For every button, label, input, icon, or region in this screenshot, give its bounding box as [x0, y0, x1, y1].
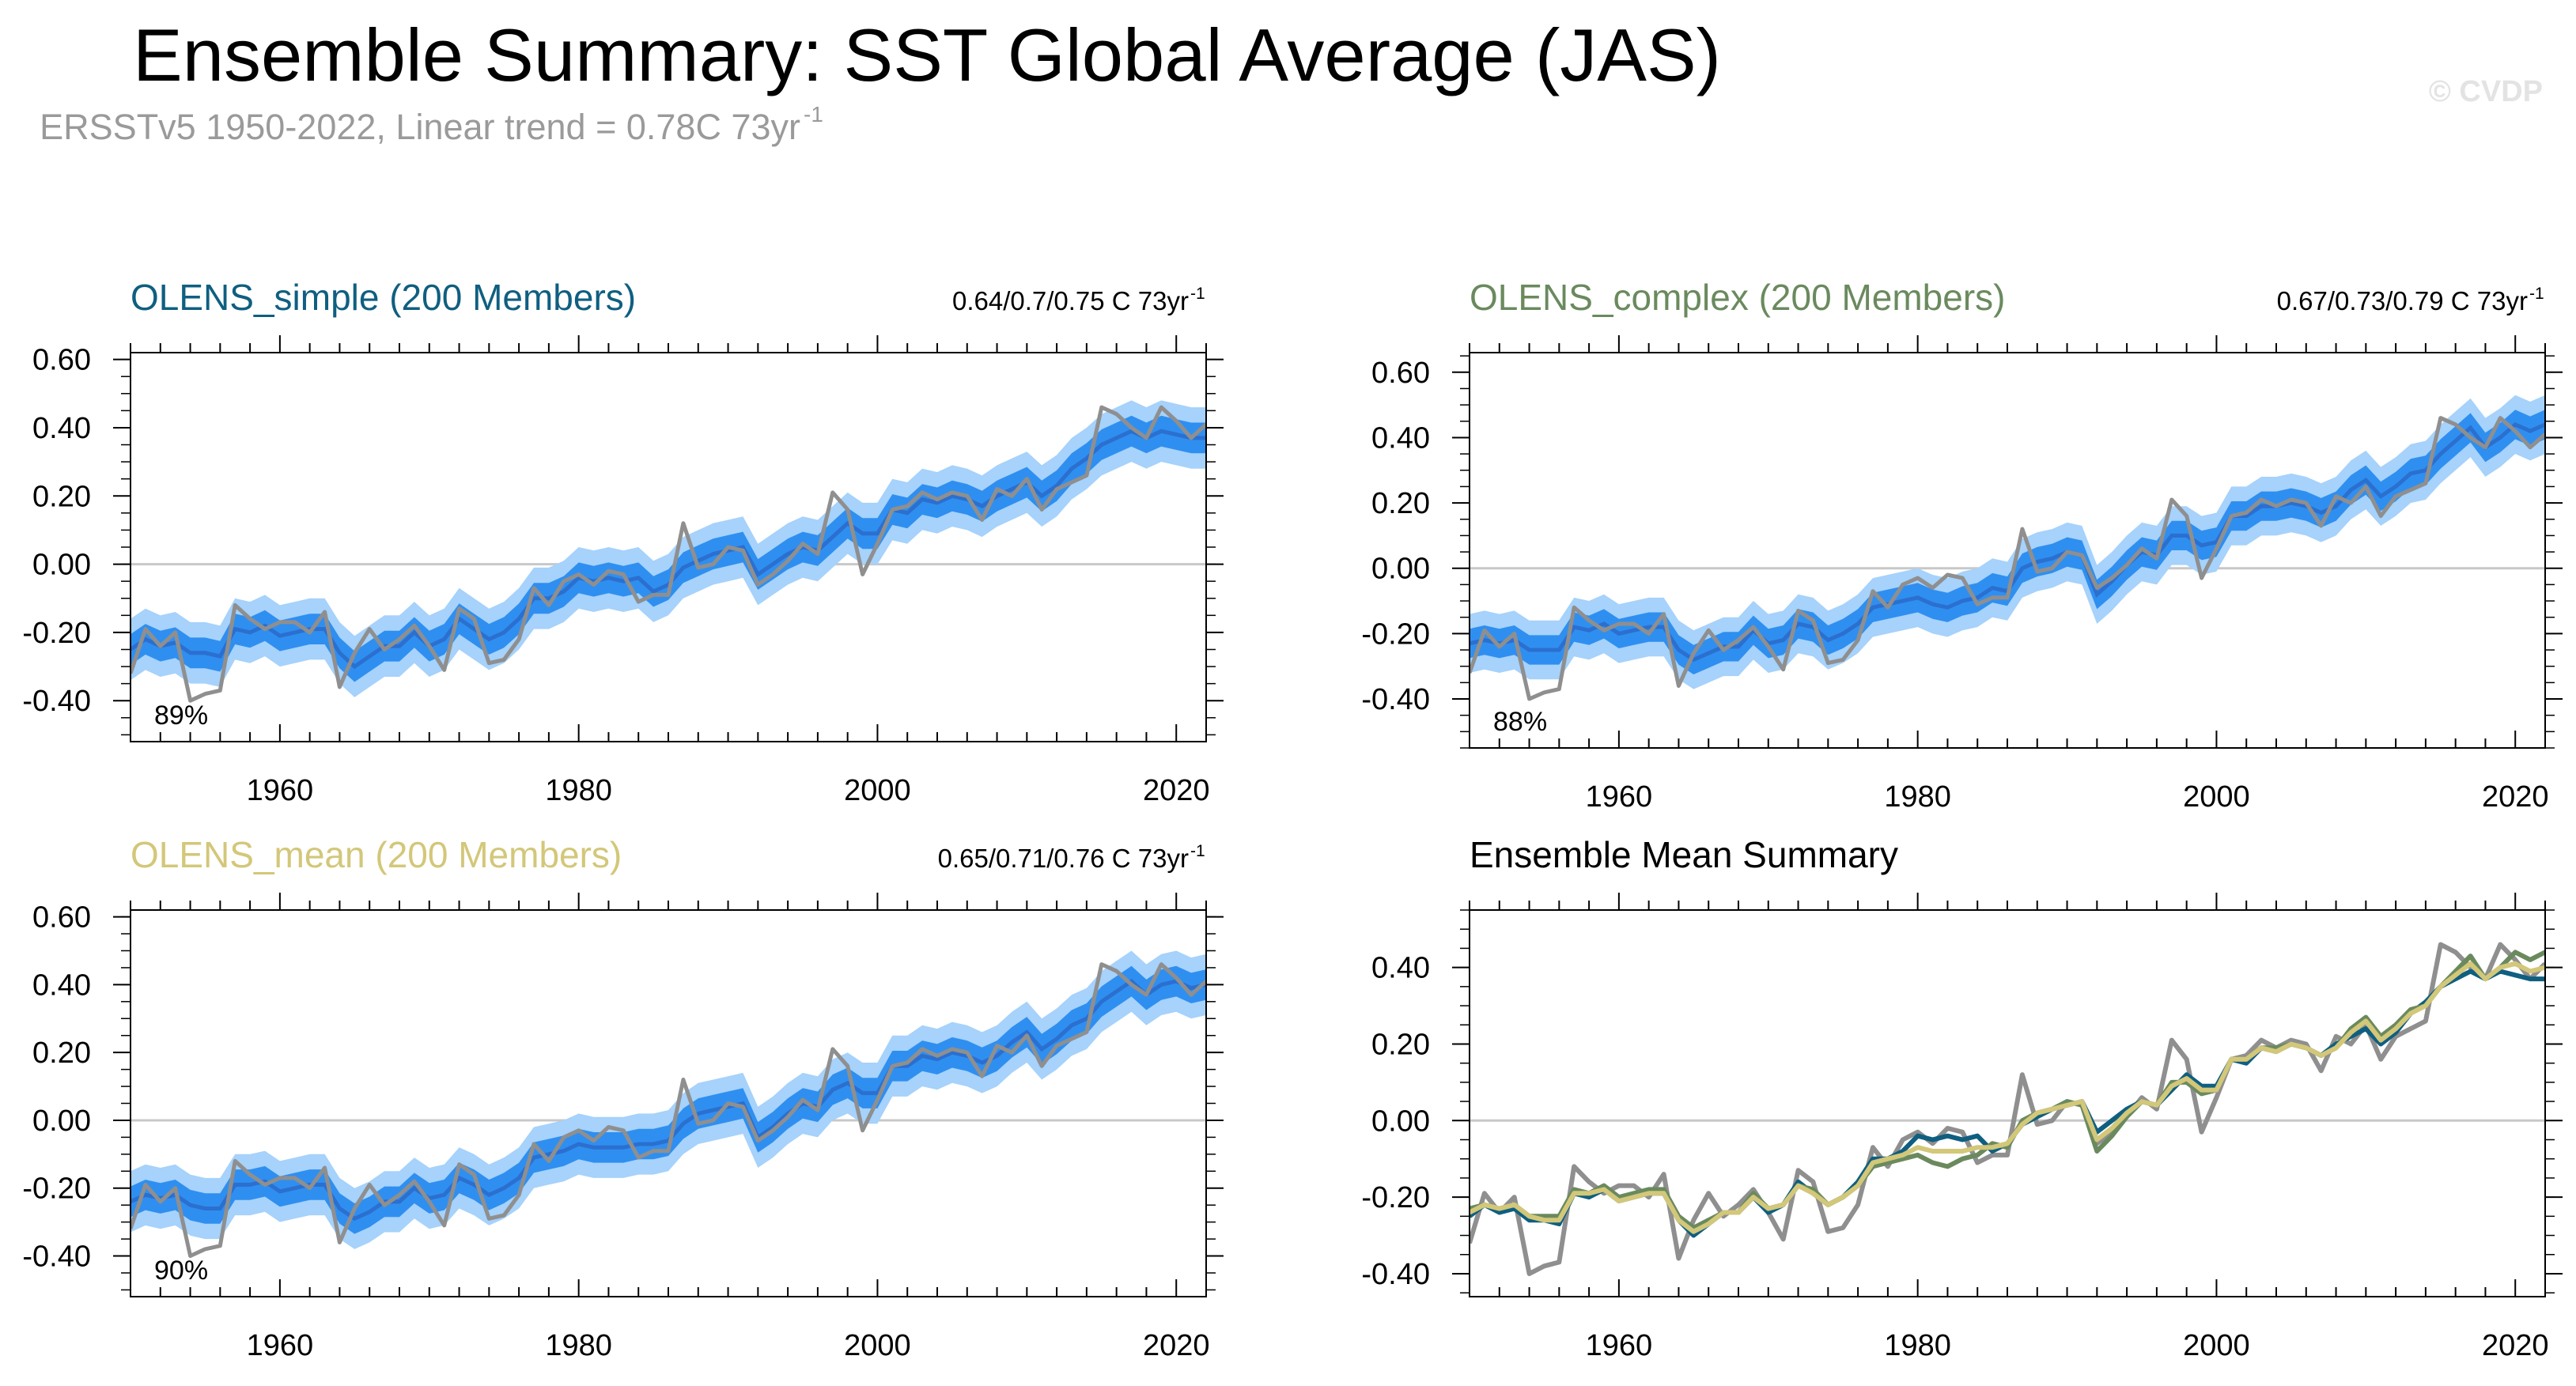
figure-subtitle: ERSSTv5 1950-2022, Linear trend = 0.78C … [40, 107, 800, 147]
trend-label: 0.67/0.73/0.79 C 73yr [2277, 286, 2528, 315]
y-tick-label: 0.60 [32, 344, 91, 377]
panel-frame [130, 352, 1207, 742]
trend-label-superscript: -1 [1190, 842, 1205, 860]
panel-3: OLENS_mean (200 Members) 0.65/0.71/0.76 C… [22, 834, 1224, 1362]
y-tick-label: 0.00 [32, 549, 91, 582]
plot-area [131, 950, 1206, 1258]
x-tick-label: 1980 [1884, 1329, 1951, 1362]
x-tick-label: 1960 [247, 1329, 314, 1362]
series-line-mean [1470, 961, 2545, 1234]
trend-label: 0.65/0.71/0.76 C 73yr [938, 844, 1189, 873]
y-tick-label: 0.60 [1371, 357, 1430, 390]
y-tick-label: -0.20 [1361, 617, 1430, 651]
x-tick-label: 1960 [247, 774, 314, 807]
trend-label: 0.64/0.7/0.75 C 73yr [952, 286, 1189, 315]
x-tick-label: 1980 [545, 774, 612, 807]
panel-title: OLENS_complex (200 Members) [1470, 277, 2005, 318]
y-tick-label: 0.00 [32, 1105, 91, 1138]
y-tick-label: 0.20 [32, 1037, 91, 1070]
observed-ersstv5-line [131, 962, 1206, 1258]
ensemble-inner-range-band [131, 965, 1206, 1234]
panel-frame [1469, 909, 2546, 1297]
x-tick-label: 1980 [545, 1329, 612, 1362]
observed-ersstv5-line [1470, 416, 2545, 701]
y-tick-label: -0.40 [22, 1241, 91, 1274]
series-line-complex [1470, 950, 2545, 1230]
y-tick-label: 0.40 [32, 969, 91, 1002]
y-tick-label: 0.20 [1371, 1028, 1430, 1061]
x-tick-label: 1960 [1586, 1329, 1653, 1362]
y-tick-label: 0.40 [32, 412, 91, 445]
panel-title: OLENS_simple (200 Members) [131, 277, 636, 318]
y-tick-label: -0.40 [1361, 683, 1430, 716]
y-tick-label: -0.20 [22, 1173, 91, 1206]
ensemble-outer-range-band [131, 400, 1206, 697]
x-tick-label: 2000 [844, 774, 911, 807]
figure-subtitle-superscript: -1 [804, 102, 823, 127]
trend-label-superscript: -1 [1190, 285, 1205, 303]
x-tick-label: 2020 [1143, 1329, 1210, 1362]
series-line-observed [1470, 942, 2545, 1276]
y-tick-label: 0.20 [32, 480, 91, 513]
y-tick-label: -0.40 [22, 685, 91, 718]
percent-within-range-label: 88% [1493, 707, 1547, 737]
y-tick-label: 0.40 [1371, 421, 1430, 455]
ensemble-outer-range-band [131, 950, 1206, 1249]
y-tick-label: 0.00 [1371, 1105, 1430, 1138]
x-tick-label: 2020 [2482, 780, 2549, 814]
panel-title: Ensemble Mean Summary [1470, 834, 1898, 875]
x-tick-label: 2000 [2183, 1329, 2250, 1362]
ensemble-inner-range-band [1470, 410, 2545, 674]
plot-area [131, 400, 1206, 703]
y-tick-label: 0.00 [1371, 553, 1430, 586]
trend-label-superscript: -1 [2529, 285, 2544, 303]
panel-frame [1469, 352, 2546, 749]
y-tick-label: -0.20 [22, 617, 91, 650]
x-tick-label: 1960 [1586, 780, 1653, 814]
ensemble-inner-range-band [131, 415, 1206, 682]
x-tick-label: 1980 [1884, 780, 1951, 814]
panel-2: OLENS_complex (200 Members) 0.67/0.73/0.7… [1361, 277, 2563, 814]
observed-ersstv5-line [131, 405, 1206, 703]
y-tick-label: -0.20 [1361, 1181, 1430, 1214]
panels-group: OLENS_simple (200 Members) 0.64/0.7/0.75 … [22, 277, 2563, 1362]
plot-area [1470, 942, 2545, 1276]
percent-within-range-label: 89% [154, 701, 208, 731]
x-tick-label: 2000 [844, 1329, 911, 1362]
panel-title: OLENS_mean (200 Members) [131, 834, 622, 875]
panel-frame [130, 909, 1207, 1297]
ensemble-mean-line [131, 978, 1206, 1222]
x-tick-label: 2020 [1143, 774, 1210, 807]
figure-title: Ensemble Summary: SST Global Average (JA… [133, 13, 1721, 96]
percent-within-range-label: 90% [154, 1256, 208, 1286]
y-tick-label: 0.60 [32, 901, 91, 935]
x-tick-label: 2000 [2183, 780, 2250, 814]
panel-1: OLENS_simple (200 Members) 0.64/0.7/0.75 … [22, 277, 1224, 807]
cvdp-watermark: © CVDP [2429, 75, 2543, 108]
y-tick-label: 0.20 [1371, 487, 1430, 520]
y-tick-label: 0.40 [1371, 952, 1430, 985]
y-tick-label: -0.40 [1361, 1258, 1430, 1291]
x-tick-label: 2020 [2482, 1329, 2549, 1362]
plot-area [1470, 395, 2545, 701]
panel-4: Ensemble Mean Summary 1960 1980 2000 2020 0.4… [1361, 834, 2563, 1362]
